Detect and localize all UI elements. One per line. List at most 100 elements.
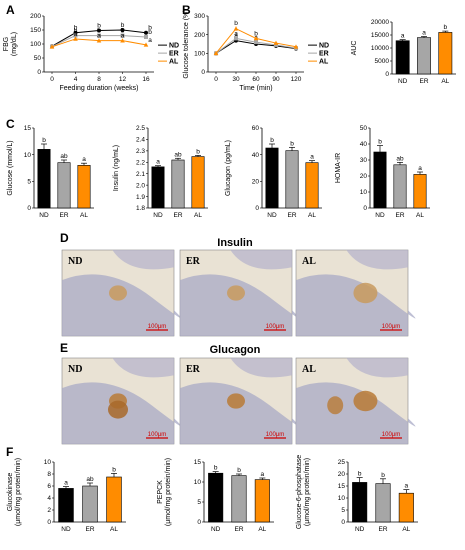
- bar-er: [57, 162, 71, 209]
- bar-al: [191, 156, 205, 209]
- legend-label: ER: [319, 51, 329, 58]
- bar-er: [417, 37, 431, 75]
- y-tick-label: 0: [201, 69, 205, 76]
- y-tick-label: 10: [360, 189, 368, 196]
- significance-label: b: [97, 23, 101, 30]
- pancreatic-tissue: [180, 274, 300, 336]
- panel-label-c: C: [6, 117, 15, 131]
- glucokinase-bar-chart: 0 2 4 6 8 10 Glucokinase(μmol/mg protein/min) a…: [7, 458, 126, 533]
- pancreatic-tissue: [62, 274, 182, 336]
- y-tick-label: 20: [252, 179, 260, 186]
- x-tick-label: AL: [194, 212, 202, 219]
- bar-er: [231, 475, 247, 523]
- bar-nd: [265, 147, 279, 209]
- x-tick-label: ER: [234, 526, 243, 533]
- significance-label: b: [254, 30, 258, 37]
- y-tick-label: 150: [30, 27, 41, 34]
- bar-al: [438, 32, 453, 75]
- y-tick-label: 50: [34, 55, 42, 62]
- x-tick-label: ND: [153, 212, 163, 219]
- x-tick-label: 16: [142, 76, 150, 83]
- islet-stain: [227, 285, 245, 301]
- islet-stain: [109, 285, 127, 301]
- significance-label: b: [214, 465, 218, 472]
- y-tick-label: 20: [360, 173, 368, 180]
- bar-er: [171, 159, 185, 209]
- y-tick-label: 15: [338, 483, 346, 490]
- significance-label: a: [401, 33, 405, 40]
- y-tick-label: 2.2: [136, 159, 145, 166]
- micrograph-label: ND: [68, 364, 82, 375]
- y-tick-label: 5: [341, 507, 345, 514]
- micrograph-label: AL: [302, 364, 316, 375]
- data-point: [49, 44, 55, 49]
- y-tick-label: 10: [338, 495, 346, 502]
- significance-label: b: [112, 466, 116, 473]
- significance-label: a: [148, 37, 152, 44]
- data-point: [274, 42, 278, 47]
- data-point: [96, 38, 102, 43]
- x-tick-label: AL: [416, 212, 424, 219]
- g6p-bar-chart: 0 5 10 15 20 25 Glucose-6-phosphatase(μmol/mg …: [296, 455, 418, 533]
- micrograph-al: AL 100μm: [295, 357, 416, 445]
- y-tick-label: 1.9: [136, 194, 145, 201]
- significance-label: a: [121, 33, 125, 40]
- islet-stain: [353, 390, 378, 412]
- glucose-bar-chart: 0 5 10 15 Glucose (mmol/L) b ND ab ER a AL: [7, 125, 94, 219]
- data-point: [233, 26, 239, 31]
- legend-label: AL: [169, 59, 179, 66]
- y-tick-label: 0: [255, 205, 259, 212]
- bar-al: [413, 174, 427, 209]
- y-axis-title: Glucose tolerance (%): [183, 9, 190, 78]
- significance-label: b: [378, 139, 382, 146]
- bar-al: [77, 165, 91, 209]
- panel-label-a: A: [6, 3, 15, 17]
- data-point: [120, 28, 125, 32]
- micrograph-nd: ND 100μm: [61, 249, 182, 337]
- significance-label: a: [234, 30, 238, 37]
- islet-stain: [327, 396, 344, 415]
- micrograph-label: ND: [68, 256, 82, 267]
- y-tick-label: 300: [194, 13, 205, 20]
- data-point: [234, 36, 238, 41]
- significance-label: a: [156, 159, 160, 166]
- y-tick-label: 30: [360, 157, 368, 164]
- micrograph-er: ER 100μm: [179, 249, 300, 337]
- significance-label: a: [82, 156, 86, 163]
- scale-bar-label: 100μm: [382, 432, 400, 438]
- significance-label: b: [148, 25, 152, 32]
- panel-label-b: B: [182, 3, 191, 17]
- significance-label: b: [290, 140, 294, 147]
- y-axis-title: Glucokinase(μmol/mg protein/min): [7, 458, 22, 526]
- micrograph-label: ER: [186, 256, 201, 267]
- data-point: [73, 36, 78, 41]
- bar-nd: [58, 488, 74, 523]
- y-tick-label: 4: [47, 495, 51, 502]
- bar-nd: [395, 40, 410, 75]
- bar-nd: [373, 151, 387, 209]
- y-tick-label: 10: [194, 479, 202, 486]
- significance-label: b: [444, 24, 448, 31]
- x-axis-title: Feeding duration (weeks): [60, 85, 139, 92]
- pepck-bar-chart: 0 5 10 15 PEPCK(μmol/mg protein/min) b ND b ER a A…: [157, 458, 274, 533]
- x-tick-label: 0: [50, 76, 54, 83]
- y-tick-label: 20: [338, 471, 346, 478]
- x-axis-title: Time (min): [239, 85, 272, 92]
- insulin-micrographs: ND 100μm ER 100μm AL 100μm: [61, 249, 416, 337]
- x-tick-label: AL: [258, 526, 266, 533]
- y-tick-label: 100: [30, 41, 41, 48]
- y-axis-title: AUC: [351, 41, 358, 56]
- significance-label: ab: [60, 153, 68, 160]
- micrograph-al: AL 100μm: [295, 249, 416, 337]
- significance-label: ab: [396, 155, 404, 162]
- data-point: [143, 42, 149, 47]
- pancreatic-tissue: [230, 250, 292, 270]
- glucagon-bar-chart: 0 20 40 60 Glucagon (pg/mL) b ND b ER a AL: [225, 125, 322, 219]
- x-tick-label: ER: [395, 212, 404, 219]
- micrograph-label: ER: [186, 364, 201, 375]
- bar-nd: [151, 166, 165, 209]
- x-tick-label: 30: [232, 76, 240, 83]
- x-tick-label: ND: [39, 212, 49, 219]
- scale-bar-label: 100μm: [148, 324, 166, 330]
